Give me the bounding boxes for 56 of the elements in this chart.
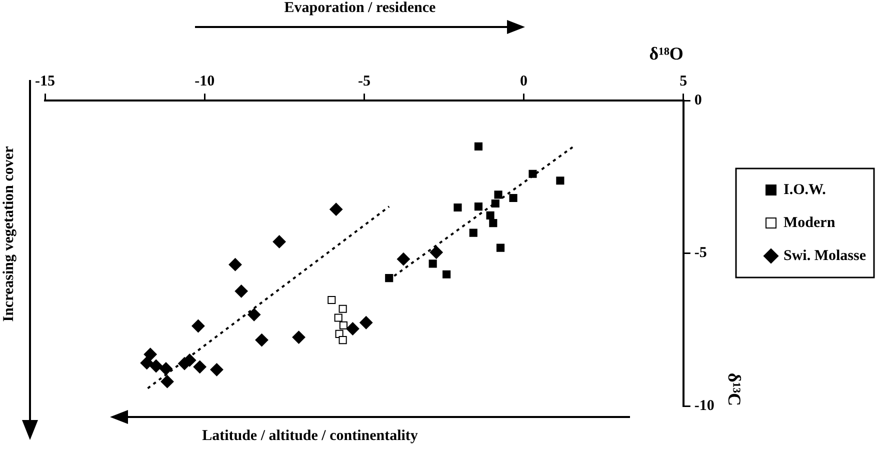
x-tick-label: 0 bbox=[520, 73, 528, 90]
point bbox=[489, 219, 498, 228]
point bbox=[234, 284, 248, 298]
x-tick-label: 5 bbox=[680, 73, 688, 90]
point bbox=[338, 336, 347, 344]
text: Increasing vegetation cover bbox=[1, 145, 18, 324]
point bbox=[192, 319, 205, 332]
point bbox=[339, 321, 348, 330]
legend-label: I.O.W. bbox=[784, 182, 826, 198]
point bbox=[360, 316, 373, 330]
point bbox=[491, 199, 500, 208]
x-tick-label: -5 bbox=[358, 73, 370, 90]
point bbox=[160, 375, 174, 388]
text: Evaporation / residence bbox=[283, 0, 437, 17]
point bbox=[183, 354, 196, 367]
point bbox=[396, 252, 410, 266]
point bbox=[193, 360, 206, 374]
point bbox=[210, 363, 224, 376]
point bbox=[494, 190, 502, 199]
legend-label: Swi. Molasse bbox=[784, 248, 866, 264]
point bbox=[334, 314, 342, 322]
y-tick-label: -10 bbox=[694, 398, 714, 414]
point bbox=[159, 362, 172, 376]
point bbox=[292, 330, 306, 344]
y-axis-title: δ¹³C bbox=[724, 372, 745, 406]
point bbox=[454, 203, 462, 212]
point bbox=[469, 228, 478, 237]
point bbox=[346, 322, 360, 336]
point bbox=[140, 356, 154, 370]
point bbox=[486, 211, 494, 220]
x-tick-label: -15 bbox=[35, 73, 55, 90]
y-tick-label: 0 bbox=[694, 92, 702, 108]
x-tick-label: -10 bbox=[194, 73, 215, 90]
point bbox=[556, 176, 564, 185]
point bbox=[330, 202, 343, 216]
point bbox=[272, 235, 286, 248]
point bbox=[338, 304, 347, 313]
point bbox=[442, 270, 451, 278]
point bbox=[509, 194, 518, 202]
point bbox=[228, 258, 242, 272]
y-tick-label: -5 bbox=[694, 245, 707, 262]
text: Latitude / altitude / continentality bbox=[201, 428, 419, 445]
point bbox=[496, 244, 505, 252]
point bbox=[474, 142, 483, 150]
point bbox=[474, 202, 483, 211]
x-axis-title: δ¹⁸O bbox=[649, 43, 684, 64]
point bbox=[328, 296, 336, 304]
point bbox=[144, 348, 157, 361]
point bbox=[528, 170, 537, 178]
point bbox=[255, 334, 268, 347]
legend-label: Modern bbox=[784, 214, 836, 231]
point bbox=[428, 260, 437, 268]
point bbox=[430, 246, 443, 259]
point bbox=[385, 274, 394, 282]
point bbox=[248, 308, 261, 322]
point bbox=[150, 359, 163, 372]
